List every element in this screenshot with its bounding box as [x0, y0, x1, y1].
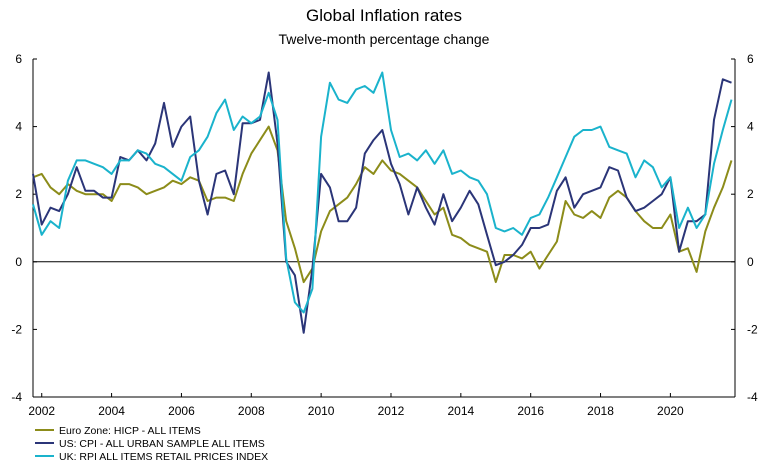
- y-tick-label-left: -2: [11, 322, 22, 336]
- x-tick-label: 2008: [238, 404, 265, 418]
- series-line: [32, 125, 733, 284]
- y-tick-label-right: -4: [747, 390, 758, 404]
- y-tick-label-right: 0: [747, 255, 754, 269]
- y-tick-label-right: 6: [747, 52, 754, 66]
- chart-subtitle: Twelve-month percentage change: [279, 31, 490, 47]
- x-tick-label: 2006: [168, 404, 195, 418]
- chart-title: Global Inflation rates: [306, 6, 462, 25]
- legend-label: Euro Zone: HICP - ALL ITEMS: [59, 425, 201, 437]
- x-tick-label: 2012: [378, 404, 405, 418]
- series-line: [32, 71, 732, 334]
- legend-label: US: CPI - ALL URBAN SAMPLE ALL ITEMS: [59, 438, 265, 450]
- x-tick-label: 2004: [98, 404, 125, 418]
- y-tick-label-left: -4: [11, 390, 22, 404]
- x-tick-label: 2016: [517, 404, 544, 418]
- x-tick-label: 2018: [587, 404, 614, 418]
- x-tick-label: 2002: [28, 404, 55, 418]
- y-tick-label-right: 2: [747, 187, 754, 201]
- y-tick-label-left: 0: [15, 255, 22, 269]
- y-tick-label-left: 2: [15, 187, 22, 201]
- y-tick-label-right: -2: [747, 322, 758, 336]
- y-tick-label-right: 4: [747, 120, 754, 134]
- x-tick-label: 2014: [447, 404, 474, 418]
- x-tick-label: 2010: [308, 404, 335, 418]
- chart-axes: -4 -4 -2 -2 0 0 2 2 4 4 6 6 2002 2004 2006 2008 2010 2012…: [11, 52, 758, 418]
- series-line: [32, 71, 733, 314]
- y-tick-label-left: 6: [15, 52, 22, 66]
- chart-lines: [32, 71, 733, 334]
- y-tick-label-left: 4: [15, 120, 22, 134]
- legend-label: UK: RPI ALL ITEMS RETAIL PRICES INDEX: [59, 451, 268, 463]
- x-tick-label: 2020: [657, 404, 684, 418]
